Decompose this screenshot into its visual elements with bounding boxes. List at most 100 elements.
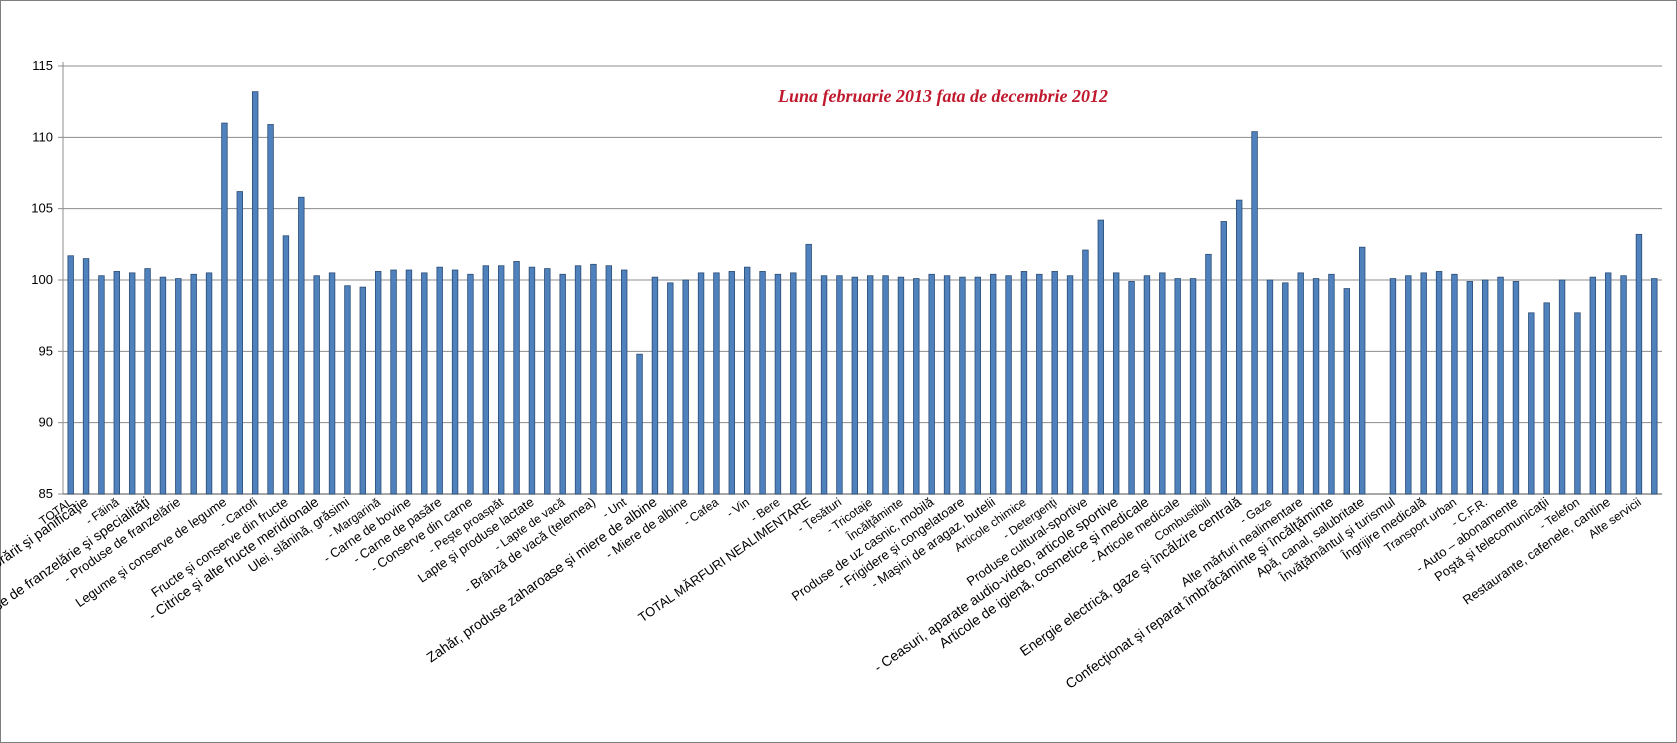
bar <box>590 263 597 495</box>
bar <box>497 265 505 495</box>
bar <box>605 265 613 495</box>
bar <box>913 278 920 495</box>
bar <box>1512 281 1520 495</box>
bar <box>344 285 351 495</box>
x-tick-labels: TOTALProduse de morărit şi panificaţie- … <box>0 493 1644 691</box>
bar <box>236 191 244 495</box>
bar <box>1205 253 1212 495</box>
bar <box>1282 282 1289 495</box>
bar <box>1128 281 1135 495</box>
bar <box>1420 272 1427 495</box>
y-tick-label: 95 <box>39 343 53 358</box>
bar <box>1481 279 1489 495</box>
bar <box>1159 272 1166 495</box>
bar <box>1528 312 1535 495</box>
bar <box>667 282 674 495</box>
bar <box>1066 275 1074 495</box>
bar <box>1143 275 1151 495</box>
bar <box>374 271 382 495</box>
x-tick-label: - Cafea <box>681 495 722 529</box>
bar <box>1328 273 1335 495</box>
bar <box>1297 272 1304 495</box>
bar <box>1435 271 1443 495</box>
bar <box>421 272 428 495</box>
y-tick-label: 100 <box>31 272 53 287</box>
bar <box>759 271 766 495</box>
bar <box>713 272 720 495</box>
bar <box>559 273 566 495</box>
bar <box>1235 199 1243 495</box>
bar <box>1189 278 1197 495</box>
bar <box>190 273 197 495</box>
bar <box>959 276 966 495</box>
bar <box>1082 249 1089 495</box>
bar <box>1036 273 1043 495</box>
bar <box>544 268 551 495</box>
bar <box>98 275 105 495</box>
y-tick-label: 115 <box>32 58 53 73</box>
bar <box>159 276 167 495</box>
bar <box>282 235 290 495</box>
bar <box>1266 279 1274 495</box>
bar <box>221 122 228 495</box>
bar <box>1604 272 1612 495</box>
bar <box>620 269 628 495</box>
bar <box>943 275 951 495</box>
bar <box>359 286 367 495</box>
bar <box>467 273 474 495</box>
y-tick-label: 105 <box>31 201 53 216</box>
bar <box>836 275 843 495</box>
bar <box>1220 221 1228 495</box>
y-tick-labels: 85 90 95 100 105 110 115 <box>31 58 53 501</box>
bar <box>313 275 320 495</box>
bar <box>574 265 582 495</box>
bar <box>1389 278 1397 495</box>
bar <box>1405 275 1412 495</box>
bar <box>728 271 736 495</box>
bar <box>682 279 689 495</box>
bar <box>1251 131 1258 495</box>
bar <box>774 273 782 495</box>
bar <box>928 273 935 495</box>
bar <box>882 275 889 495</box>
x-tick-label: - Vin <box>724 495 752 521</box>
bar <box>1543 302 1550 495</box>
bar <box>805 243 812 495</box>
bar <box>790 272 797 495</box>
bar <box>1451 273 1458 495</box>
bar <box>513 261 520 495</box>
bar <box>451 269 459 495</box>
bar <box>1312 278 1320 495</box>
bar <box>974 276 982 495</box>
bar <box>1558 279 1566 495</box>
bar <box>205 272 213 495</box>
chart-title: Luna februarie 2013 fata de decembrie 20… <box>777 86 1108 106</box>
bar <box>866 275 874 495</box>
bar <box>820 275 828 495</box>
bar <box>482 265 490 495</box>
bar <box>298 196 305 495</box>
bar <box>1051 271 1058 495</box>
y-tick-label: 110 <box>32 129 53 144</box>
bar <box>1112 272 1120 495</box>
bar <box>251 91 259 495</box>
bar <box>436 266 443 495</box>
bar <box>67 255 74 495</box>
bar <box>1097 219 1105 495</box>
bar <box>1020 271 1028 495</box>
bar <box>82 258 90 495</box>
bar <box>697 272 705 495</box>
bar <box>128 272 136 495</box>
bar <box>390 269 397 495</box>
y-tick-label: 90 <box>39 415 53 430</box>
bar <box>113 271 121 495</box>
bar <box>144 268 151 495</box>
bar <box>1651 278 1658 495</box>
bar <box>651 276 659 495</box>
bar <box>1589 276 1597 495</box>
bar <box>528 266 536 495</box>
bar <box>1620 275 1627 495</box>
bar <box>328 272 336 495</box>
bar <box>636 353 643 495</box>
